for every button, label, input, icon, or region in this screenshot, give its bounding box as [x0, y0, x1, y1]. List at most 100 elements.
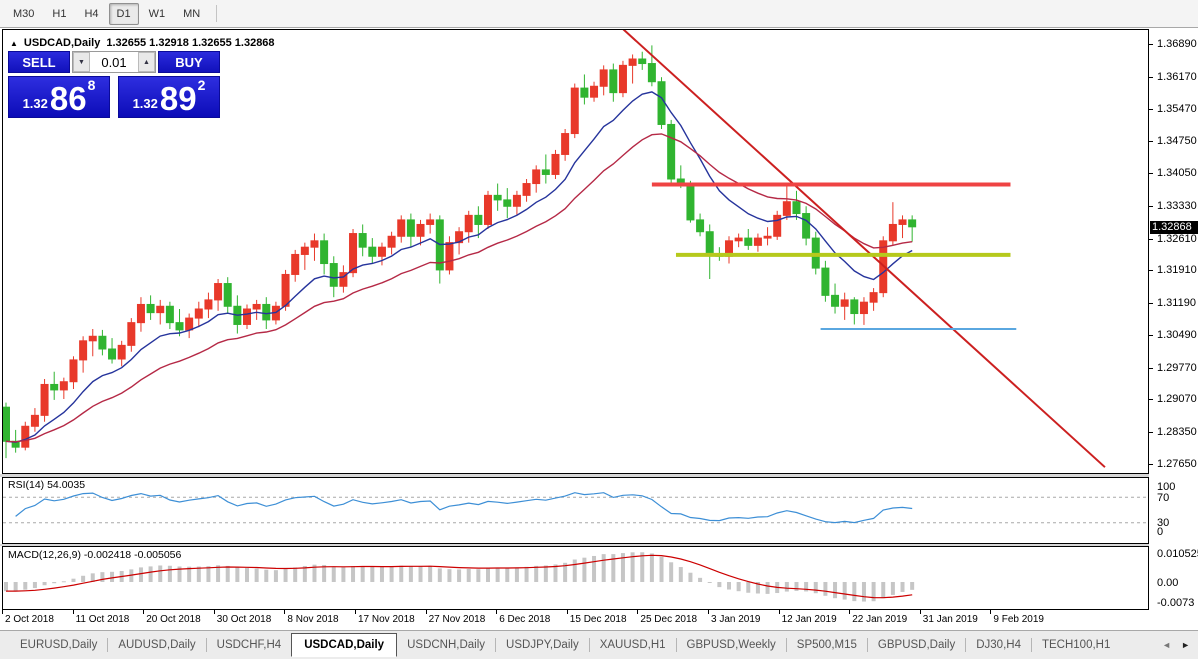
chart-tab-gbpusd-daily[interactable]: GBPUSD,Daily: [877, 639, 956, 651]
date-axis-label: 17 Nov 2018: [358, 614, 415, 625]
symbol-quotes: 1.32655 1.32918 1.32655 1.32868: [106, 37, 275, 49]
date-axis-tick: [2, 610, 3, 614]
panel-separator[interactable]: [0, 544, 1198, 546]
price-axis-tick: [1148, 432, 1153, 434]
tab-scroll-left-icon[interactable]: ◄: [1162, 640, 1172, 650]
price-axis-label: 1.31910: [1157, 264, 1197, 277]
rsi-label: RSI(14) 54.0035: [8, 479, 86, 491]
price-axis-label: 1.27650: [1157, 458, 1197, 470]
date-axis-label: 25 Dec 2018: [640, 614, 698, 625]
sell-price-pips: 86: [49, 80, 87, 117]
period-button-d1[interactable]: D1: [108, 2, 139, 25]
panel-separator[interactable]: [0, 474, 1198, 477]
period-button-h1[interactable]: H1: [52, 7, 67, 20]
date-axis-tick: [284, 610, 286, 614]
price-axis-label: 1.35470: [1157, 102, 1197, 115]
date-axis-label: 8 Nov 2018: [287, 614, 339, 625]
buy-price-pips: 89: [159, 80, 197, 117]
lot-increase-icon[interactable]: ▲: [138, 52, 155, 72]
collapse-panel-icon[interactable]: ▲: [10, 38, 18, 48]
price-axis-label: 1.34050: [1157, 167, 1197, 180]
date-axis-label: 27 Nov 2018: [428, 614, 486, 625]
chart-tab-usdcnh-daily[interactable]: USDCNH,Daily: [407, 639, 486, 651]
date-axis-tick: [496, 610, 498, 614]
date-axis[interactable]: 2 Oct 2018 11 Oct 2018 20 Oct 2018 30 Oct 2…: [0, 610, 1198, 630]
sell-button[interactable]: SELL: [8, 51, 70, 73]
rsi-axis-label: 100: [1157, 481, 1176, 493]
macd-label: MACD(12,26,9) -0.002418 -0.005056: [8, 549, 182, 561]
price-axis-label: 1.33330: [1157, 199, 1197, 212]
price-axis-tick: [1148, 367, 1153, 369]
macd-axis-label: -0.0073: [1157, 597, 1195, 609]
rsi-axis-label: 0: [1157, 526, 1164, 538]
chart-tab-xauusd-h1[interactable]: XAUUSD,H1: [599, 639, 666, 651]
price-axis-label: 1.29070: [1157, 393, 1197, 406]
symbol-info-row: ▲ USDCAD,Daily 1.32655 1.32918 1.32655 1…: [10, 37, 275, 49]
chart-tab-usdcad-daily[interactable]: USDCAD,Daily: [291, 633, 398, 657]
bid-ask-display: 1.32 86 8 1.32 89 2: [8, 76, 220, 118]
tab-divider: [495, 638, 497, 652]
chart-tab-bar: EURUSD,Daily AUDUSD,Daily USDCHF,H4 USDCAD,…: [0, 630, 1198, 659]
period-button-mn[interactable]: MN: [183, 7, 201, 20]
price-axis-tick: [1148, 238, 1153, 240]
period-button-w1[interactable]: W1: [148, 7, 166, 20]
chart-tab-dj30-h4[interactable]: DJ30,H4: [976, 639, 1021, 651]
price-axis-tick: [1148, 44, 1153, 45]
sell-price-base: 1.32: [22, 96, 48, 111]
current-price-tag: 1.32868: [1150, 220, 1198, 234]
lot-decrease-icon[interactable]: ▼: [73, 52, 90, 72]
price-axis-label: 1.28350: [1157, 426, 1197, 439]
date-axis-tick: [778, 610, 780, 614]
date-axis-tick: [566, 610, 568, 614]
date-axis-tick: [72, 610, 74, 614]
lot-size-value[interactable]: 0.01: [101, 54, 127, 70]
chart-tab-usdjpy-daily[interactable]: USDJPY,Daily: [506, 639, 579, 651]
date-axis-tick: [708, 610, 709, 614]
date-axis-label: 6 Dec 2018: [499, 614, 551, 625]
chart-tab-usdchf-h4[interactable]: USDCHF,H4: [216, 639, 282, 651]
sell-price-display[interactable]: 1.32 86 8: [8, 76, 110, 118]
rsi-axis-label: 70: [1157, 492, 1170, 504]
chart-tab-gbpusd-weekly[interactable]: GBPUSD,Weekly: [686, 639, 776, 651]
chart-tab-sp500-m15[interactable]: SP500,M15: [796, 639, 857, 651]
tab-scroll-right-icon[interactable]: ►: [1181, 640, 1190, 650]
buy-button[interactable]: BUY: [158, 51, 220, 73]
date-axis-label: 31 Jan 2019: [922, 614, 978, 625]
price-axis-label: 1.29770: [1157, 361, 1197, 374]
tab-divider: [785, 638, 787, 652]
date-axis-tick: [637, 610, 639, 614]
tab-divider: [675, 638, 677, 652]
price-axis-tick: [1148, 108, 1153, 110]
macd-axis-label: 0.010525: [1157, 548, 1198, 560]
tab-divider: [205, 638, 207, 652]
timeframe-toolbar: M30 H1 H4 D1 W1 MN: [0, 0, 1198, 28]
date-axis-label: 3 Jan 2019: [711, 614, 761, 625]
tab-divider: [866, 638, 868, 652]
chart-tab-audusd-daily[interactable]: AUDUSD,Daily: [118, 639, 196, 651]
period-button-m30[interactable]: M30: [13, 7, 35, 20]
chart-tab-tech100-h1[interactable]: TECH100,H1: [1041, 639, 1111, 651]
tab-divider: [965, 638, 967, 652]
chart-tab-eurusd-daily[interactable]: EURUSD,Daily: [20, 639, 98, 651]
price-axis-tick: [1148, 464, 1153, 465]
date-axis-tick: [425, 610, 427, 614]
tab-divider: [1030, 638, 1032, 652]
price-axis-label: 1.32610: [1157, 232, 1197, 245]
period-button-h4[interactable]: H4: [84, 7, 99, 20]
price-axis[interactable]: [1149, 29, 1198, 610]
buy-price-point: 2: [197, 77, 206, 93]
price-axis-tick: [1148, 303, 1153, 305]
date-axis-tick: [143, 610, 145, 614]
price-axis-label: 1.36170: [1157, 70, 1197, 83]
buy-price-display[interactable]: 1.32 89 2: [118, 76, 220, 118]
macd-axis-label: 0.00: [1157, 577, 1179, 589]
price-axis-tick: [1148, 399, 1153, 401]
date-axis-label: 11 Oct 2018: [75, 614, 130, 625]
date-axis-tick: [355, 610, 356, 614]
price-axis-tick: [1148, 141, 1153, 143]
rsi-panel[interactable]: [2, 477, 1149, 544]
date-axis-tick: [213, 610, 215, 614]
price-axis-tick: [1148, 205, 1153, 207]
date-axis-label: 22 Jan 2019: [852, 614, 908, 625]
